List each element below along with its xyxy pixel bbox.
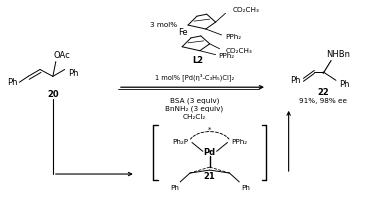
Text: Ph₂P: Ph₂P [172, 139, 188, 145]
Text: 20: 20 [47, 90, 59, 99]
Text: CH₂Cl₂: CH₂Cl₂ [183, 114, 206, 120]
Text: CO₂CH₃: CO₂CH₃ [226, 48, 253, 54]
Text: OAc: OAc [53, 51, 70, 60]
Text: Fe: Fe [178, 28, 188, 37]
Text: BnNH₂ (3 equiv): BnNH₂ (3 equiv) [165, 106, 223, 112]
Text: PPh₂: PPh₂ [225, 34, 242, 40]
Text: BSA (3 equiv): BSA (3 equiv) [170, 98, 219, 104]
Text: NHBn: NHBn [326, 50, 350, 59]
Text: Ph: Ph [170, 185, 179, 191]
Text: 91%, 98% ee: 91%, 98% ee [299, 98, 347, 104]
Text: 1 mol% [Pd(η³-C₃H₅)Cl]₂: 1 mol% [Pd(η³-C₃H₅)Cl]₂ [155, 74, 234, 81]
Text: 22: 22 [317, 88, 329, 97]
Text: PPh₂: PPh₂ [231, 139, 247, 145]
Text: 21: 21 [204, 172, 215, 180]
Text: PPh₂: PPh₂ [218, 53, 235, 59]
Text: Pd: Pd [204, 148, 216, 157]
Text: *: * [208, 127, 211, 133]
Text: Ph: Ph [290, 76, 301, 85]
Text: CO₂CH₃: CO₂CH₃ [233, 7, 260, 13]
Text: Ph: Ph [68, 69, 79, 78]
Text: L2: L2 [192, 56, 203, 65]
Text: 3 mol%: 3 mol% [150, 22, 177, 28]
Text: Ph: Ph [7, 78, 18, 87]
Text: Ph: Ph [241, 185, 249, 191]
Text: Ph: Ph [339, 80, 350, 89]
